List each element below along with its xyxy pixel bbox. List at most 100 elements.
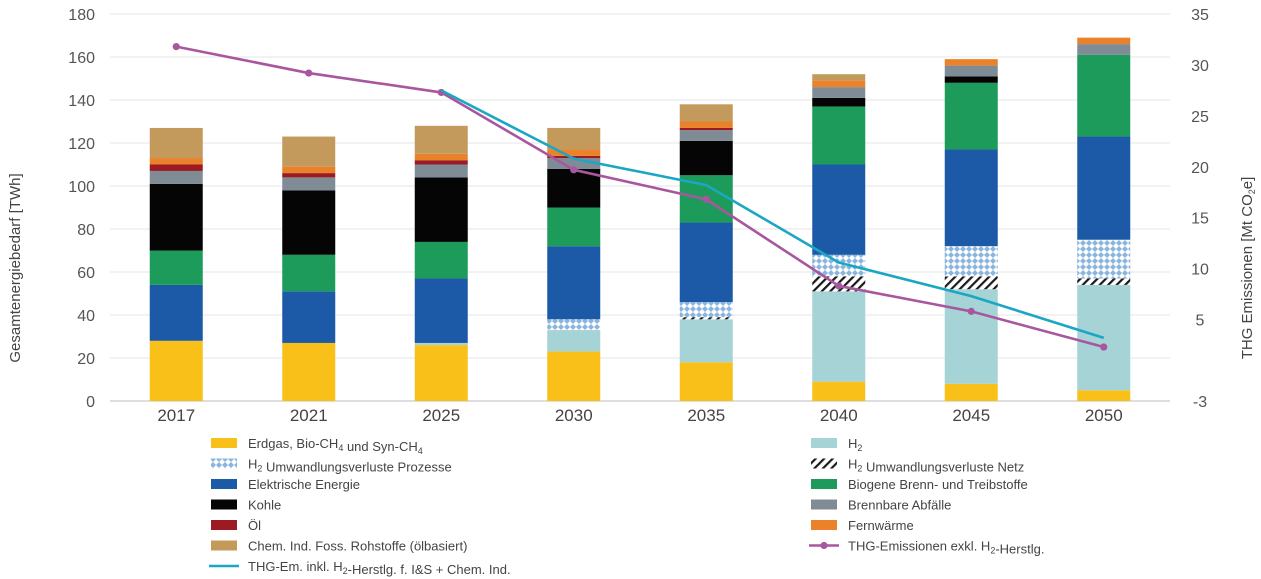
bar-segment-h2-umwandlungsverluste-netz bbox=[944, 276, 998, 290]
bar-segment-erdgas-bio-ch4-und-syn-ch4 bbox=[282, 342, 336, 401]
bar-segment-h2-umwandlungsverluste-prozesse bbox=[944, 246, 998, 277]
bar-segment-erdgas-bio-ch4-und-syn-ch4 bbox=[679, 362, 733, 401]
legend-item-fernwarme: Fernwärme bbox=[811, 518, 914, 533]
x-tick-label: 2035 bbox=[687, 406, 725, 425]
bar-segment-brennbare-abfalle bbox=[414, 164, 468, 178]
bar-segment-brennbare-abfalle bbox=[812, 87, 866, 98]
legend-label: H2 bbox=[848, 436, 862, 453]
y-axis-right-ticks: -3 5 10 15 20 25 30 35 bbox=[1191, 7, 1209, 411]
bar-segment-kohle bbox=[149, 183, 203, 251]
x-tick-label: 2017 bbox=[157, 406, 195, 425]
legend-label: Biogene Brenn- und Treibstoffe bbox=[848, 477, 1028, 492]
legend-swatch bbox=[811, 458, 837, 469]
bar-segment-h2-umwandlungsverluste-prozesse bbox=[547, 319, 601, 331]
bar-segment-h2 bbox=[679, 319, 733, 363]
y-tick-label: 160 bbox=[68, 50, 95, 67]
y2-tick-label: 10 bbox=[1191, 262, 1209, 279]
x-tick-label: 2050 bbox=[1085, 406, 1123, 425]
y-tick-label: 0 bbox=[86, 394, 95, 411]
bar-segment-biogene-brenn-und-treibstoffe bbox=[414, 241, 468, 279]
bar-segment-h2-umwandlungsverluste-prozesse bbox=[812, 254, 866, 277]
y-tick-label: 120 bbox=[68, 136, 95, 153]
bar-segment-chem-ind-foss-rohstoffe-olbasiert bbox=[679, 104, 733, 122]
bar-segment-chem-ind-foss-rohstoffe-olbasiert bbox=[149, 127, 203, 159]
bar-segment-h2 bbox=[812, 291, 866, 382]
bar-segment-fernwarme bbox=[282, 166, 336, 174]
y2-tick-label: 20 bbox=[1191, 160, 1209, 177]
y2-tick-label: 30 bbox=[1191, 58, 1209, 75]
legend-item-erdgas-bio-ch4-und-syn-ch4: Erdgas, Bio-CH4 und Syn-CH4 bbox=[211, 436, 423, 456]
bar-segment-h2-umwandlungsverluste-prozesse bbox=[1077, 239, 1131, 279]
legend-item-kohle: Kohle bbox=[211, 498, 281, 513]
emission-lines bbox=[172, 42, 1108, 351]
line-thg-emissionen-exkl-h2-herstlg bbox=[175, 45, 1105, 349]
legend-swatch bbox=[211, 458, 237, 469]
legend-label: Öl bbox=[248, 518, 261, 533]
bar-segment-biogene-brenn-und-treibstoffe bbox=[812, 106, 866, 165]
bar-stacks bbox=[149, 37, 1131, 401]
legend-label: Elektrische Energie bbox=[248, 477, 360, 492]
bar-segment-chem-ind-foss-rohstoffe-olbasiert bbox=[282, 136, 336, 167]
legend-label: H2 Umwandlungsverluste Prozesse bbox=[248, 457, 452, 475]
bar-segment-kohle bbox=[944, 76, 998, 83]
bar-segment-brennbare-abfalle bbox=[282, 177, 336, 191]
legend-swatch bbox=[211, 520, 237, 530]
bar-segment-elektrische-energie bbox=[679, 222, 733, 303]
legend-swatch bbox=[211, 540, 237, 551]
bar-segment-fernwarme bbox=[414, 153, 468, 161]
y2-tick-label: -3 bbox=[1193, 394, 1207, 411]
bar-segment-elektrische-energie bbox=[547, 246, 601, 320]
legend-swatch bbox=[211, 499, 237, 510]
legend-item-thg-emissionen-exkl-h2-herstlg: THG-Emissionen exkl. H2-Herstlg. bbox=[809, 539, 1044, 557]
bar-segment-ol bbox=[679, 127, 733, 131]
bar-segment-fernwarme bbox=[679, 121, 733, 128]
bar-segment-brennbare-abfalle bbox=[1077, 44, 1131, 55]
bar-segment-kohle bbox=[812, 97, 866, 107]
y-tick-label: 20 bbox=[77, 351, 95, 368]
legend-marker bbox=[820, 541, 828, 550]
x-tick-label: 2030 bbox=[555, 406, 593, 425]
bar-segment-ol bbox=[414, 160, 468, 165]
legend-label: THG-Em. inkl. H2-Herstlg. f. I&S + Chem.… bbox=[248, 559, 511, 577]
line-marker bbox=[702, 195, 710, 203]
y-tick-label: 140 bbox=[68, 93, 95, 110]
bar-segment-erdgas-bio-ch4-und-syn-ch4 bbox=[414, 345, 468, 401]
legend-label: H2 Umwandlungsverluste Netz bbox=[848, 457, 1024, 475]
line-thg-em-inkl-h2-herstlg-f-i-s-chem-ind bbox=[440, 89, 1105, 340]
bar-segment-kohle bbox=[679, 140, 733, 176]
legend-label: Kohle bbox=[248, 498, 281, 513]
y2-tick-label: 25 bbox=[1191, 109, 1209, 126]
bar-segment-elektrische-energie bbox=[149, 284, 203, 341]
bar-segment-h2-umwandlungsverluste-netz bbox=[679, 317, 733, 320]
x-tick-label: 2040 bbox=[820, 406, 858, 425]
bar-segment-brennbare-abfalle bbox=[547, 158, 601, 169]
y-axis-label: Gesamtenergiebedarf [TWh] bbox=[7, 173, 24, 362]
y2-axis-label: THG Emissionen [Mt CO2e] bbox=[1239, 177, 1257, 360]
legend-item-biogene-brenn-und-treibstoffe: Biogene Brenn- und Treibstoffe bbox=[811, 477, 1028, 492]
bar-segment-h2 bbox=[944, 289, 998, 384]
legend-label: Brennbare Abfälle bbox=[848, 498, 951, 513]
y-tick-label: 40 bbox=[77, 308, 95, 325]
bar-segment-elektrische-energie bbox=[812, 164, 866, 255]
bar-segment-biogene-brenn-und-treibstoffe bbox=[944, 82, 998, 150]
legend-label: Chem. Ind. Foss. Rohstoffe (ölbasiert) bbox=[248, 539, 467, 554]
line-marker bbox=[305, 69, 313, 77]
legend-swatch bbox=[211, 479, 237, 489]
bar-segment-h2 bbox=[414, 342, 468, 346]
legend-item-thg-em-inkl-h2-herstlg-f-i-s-chem-ind: THG-Em. inkl. H2-Herstlg. f. I&S + Chem.… bbox=[209, 559, 511, 577]
bar-segment-erdgas-bio-ch4-und-syn-ch4 bbox=[149, 340, 203, 401]
x-tick-label: 2021 bbox=[290, 406, 328, 425]
legend-label: THG-Emissionen exkl. H2-Herstlg. bbox=[848, 539, 1044, 557]
bar-segment-elektrische-energie bbox=[1077, 136, 1131, 240]
legend-item-h2: H2 bbox=[811, 436, 862, 453]
bar-segment-erdgas-bio-ch4-und-syn-ch4 bbox=[547, 351, 601, 401]
bar-segment-brennbare-abfalle bbox=[944, 65, 998, 77]
legend-swatch bbox=[211, 438, 237, 448]
bar-segment-kohle bbox=[547, 168, 601, 208]
y-tick-label: 60 bbox=[77, 265, 95, 282]
x-tick-label: 2045 bbox=[952, 406, 990, 425]
x-axis-ticks: 2017 2021 2025 2030 2035 2040 2045 2050 bbox=[157, 406, 1122, 425]
bar-segment-chem-ind-foss-rohstoffe-olbasiert bbox=[812, 74, 866, 81]
bar-segment-fernwarme bbox=[547, 149, 601, 156]
